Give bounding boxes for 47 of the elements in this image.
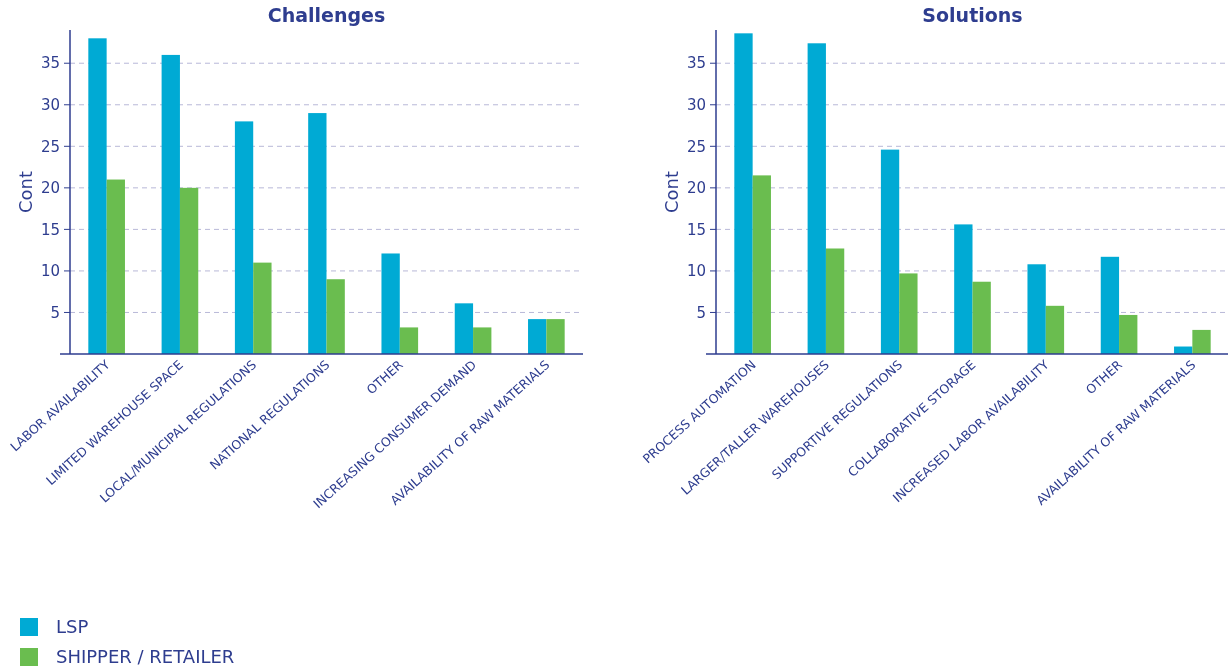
y-tick-label: 30 (40, 96, 60, 115)
bar (825, 248, 845, 354)
bar (234, 121, 254, 354)
y-tick-label: 25 (686, 137, 706, 156)
bar (253, 262, 272, 354)
bar (899, 273, 918, 354)
bar (454, 303, 474, 354)
bar (106, 179, 125, 354)
bar (1192, 329, 1211, 354)
y-tick-label: 30 (686, 96, 706, 115)
bar (954, 224, 973, 354)
bar (880, 149, 900, 354)
bar (473, 327, 492, 354)
y-tick-label: 15 (40, 220, 60, 239)
y-axis-title: Cont (661, 170, 682, 214)
y-tick-label: 5 (50, 303, 60, 322)
y-tick-label: 20 (686, 179, 706, 198)
bar (381, 253, 400, 354)
chart-title: Solutions (922, 4, 1023, 26)
bar (1027, 264, 1046, 354)
bar (1045, 305, 1065, 354)
bar (807, 43, 826, 354)
bar (972, 281, 991, 354)
bar (1100, 256, 1120, 354)
bar (752, 175, 771, 354)
y-tick-label: 15 (686, 220, 706, 239)
chart-title: Challenges (267, 4, 386, 26)
bar (326, 279, 345, 354)
bar (546, 319, 565, 354)
bar (88, 38, 107, 354)
bar (399, 327, 419, 354)
y-tick-label: 25 (40, 137, 60, 156)
legend-label: SHIPPER / RETAILER (56, 646, 235, 668)
bar (1119, 314, 1138, 354)
y-tick-label: 20 (40, 179, 60, 198)
bar (528, 319, 547, 354)
y-tick-label: 5 (696, 303, 706, 322)
legend-label: LSP (56, 616, 89, 638)
bar (734, 33, 753, 354)
bar (308, 113, 327, 354)
y-tick-label: 10 (686, 262, 706, 281)
bar (161, 54, 180, 354)
y-tick-label: 10 (40, 262, 60, 281)
bar (179, 187, 199, 354)
y-tick-label: 35 (40, 54, 60, 73)
y-axis-title: Cont (15, 170, 36, 214)
y-tick-label: 35 (686, 54, 706, 73)
